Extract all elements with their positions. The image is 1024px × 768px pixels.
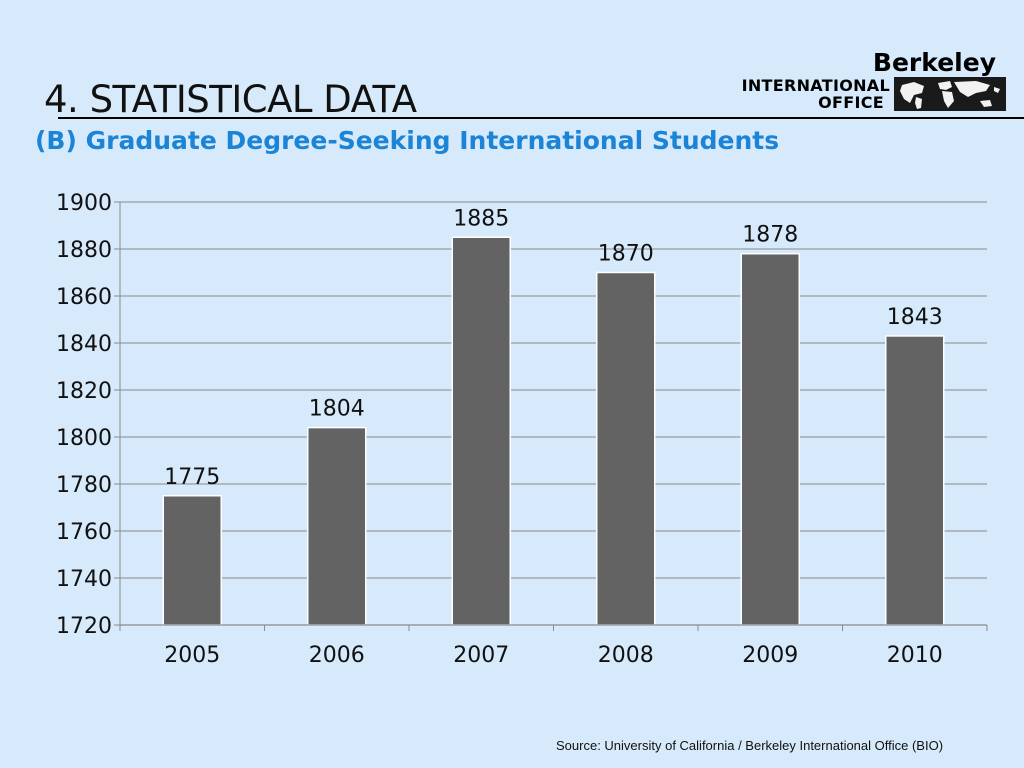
bar-2007 — [451, 236, 511, 626]
x-tick-label-2006: 2006 — [309, 643, 365, 668]
bar-2008 — [596, 271, 656, 626]
bar-2005 — [162, 495, 222, 626]
logo-berkeley-text: Berkeley — [872, 48, 996, 77]
y-tick-label: 1860 — [56, 285, 112, 310]
bar-2010 — [885, 335, 945, 626]
y-tick-label: 1720 — [56, 614, 112, 639]
y-tick-label: 1840 — [56, 332, 112, 357]
y-tick-label: 1740 — [56, 567, 112, 592]
y-tick-label: 1800 — [56, 426, 112, 451]
logo-international-text: INTERNATIONAL — [741, 76, 890, 95]
y-tick-label: 1780 — [56, 473, 112, 498]
title-underline — [58, 117, 1024, 119]
y-tick-label: 1820 — [56, 379, 112, 404]
data-label-2006: 1804 — [309, 397, 365, 422]
x-tick-label-2007: 2007 — [453, 643, 509, 668]
bar-2006 — [307, 426, 367, 626]
x-tick-label-2009: 2009 — [742, 643, 798, 668]
x-tick-label-2005: 2005 — [164, 643, 220, 668]
slide-title: 4. STATISTICAL DATA — [44, 78, 417, 121]
data-label-2008: 1870 — [598, 242, 654, 267]
chart-subtitle: (B) Graduate Degree-Seeking Internationa… — [35, 126, 780, 155]
data-label-2010: 1843 — [887, 305, 943, 330]
world-map-icon — [894, 77, 1006, 111]
logo-office-text: OFFICE — [818, 93, 884, 112]
y-tick-label: 1880 — [56, 238, 112, 263]
data-label-2005: 1775 — [164, 465, 220, 490]
bar-2009 — [740, 252, 800, 626]
data-label-2007: 1885 — [453, 206, 509, 231]
x-tick-label-2008: 2008 — [598, 643, 654, 668]
berkeley-logo: Berkeley INTERNATIONAL OFFICE — [720, 48, 1010, 114]
y-tick-label: 1760 — [56, 520, 112, 545]
source-note: Source: University of California / Berke… — [556, 738, 944, 753]
y-tick-label: 1900 — [56, 191, 112, 216]
x-tick-label-2010: 2010 — [887, 643, 943, 668]
data-label-2009: 1878 — [742, 223, 798, 248]
